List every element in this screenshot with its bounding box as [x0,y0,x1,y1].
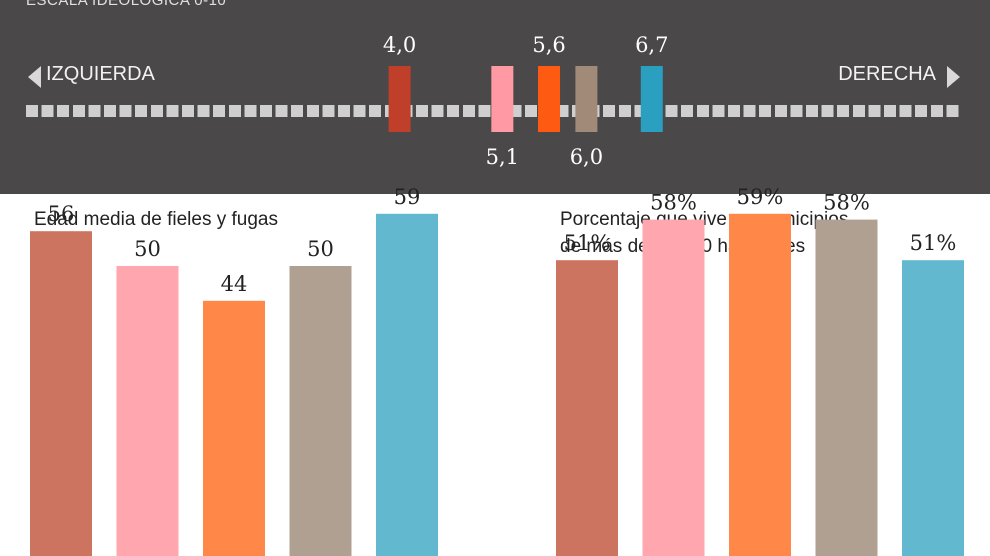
scale-marker-1 [491,66,514,132]
urban-bar-3 [815,219,878,556]
urban-bar-label-2: 59% [737,185,784,209]
age-bar-label-2: 44 [221,272,248,296]
scale-marker-3 [575,66,598,132]
age-bar-0 [30,231,92,556]
urban-bar-label-3: 58% [823,191,870,215]
age-bar-4 [376,213,438,556]
triangle-right-icon [947,66,960,88]
scale-marker-label-1: 5,1 [486,145,519,169]
age-bar-label-4: 59 [394,185,421,209]
left-label: IZQUIERDA [46,63,155,85]
urban-bar-label-0: 51% [564,231,611,255]
scale-marker-label-2: 5,6 [532,33,565,57]
age-bar-label-1: 50 [134,237,161,261]
scale-marker-label-4: 6,7 [635,33,668,57]
age-bar-label-0: 56 [48,202,75,226]
age-bar-2 [203,300,265,556]
scale-marker-2 [538,66,561,132]
triangle-left-icon [28,66,41,88]
left-chart-title: Edad media de fieles y fugas [34,209,278,230]
urban-bar-1 [642,219,705,556]
age-bar-label-3: 50 [307,237,334,261]
urban-bar-0 [556,260,618,556]
scale-marker-label-3: 6,0 [570,145,603,169]
scale-title: ESCALA IDEOLÓGICA 0-10 [26,0,227,9]
scale-marker-4 [640,66,663,132]
urban-bar-4 [902,260,964,556]
scale-marker-0 [388,66,411,132]
scale-marker-label-0: 4,0 [383,33,416,57]
urban-bar-2 [729,213,791,556]
urban-bar-label-1: 58% [650,191,697,215]
urban-bar-label-4: 51% [910,231,957,255]
age-bar-1 [116,266,179,556]
age-bar-3 [289,266,352,556]
right-label: DERECHA [838,63,936,85]
